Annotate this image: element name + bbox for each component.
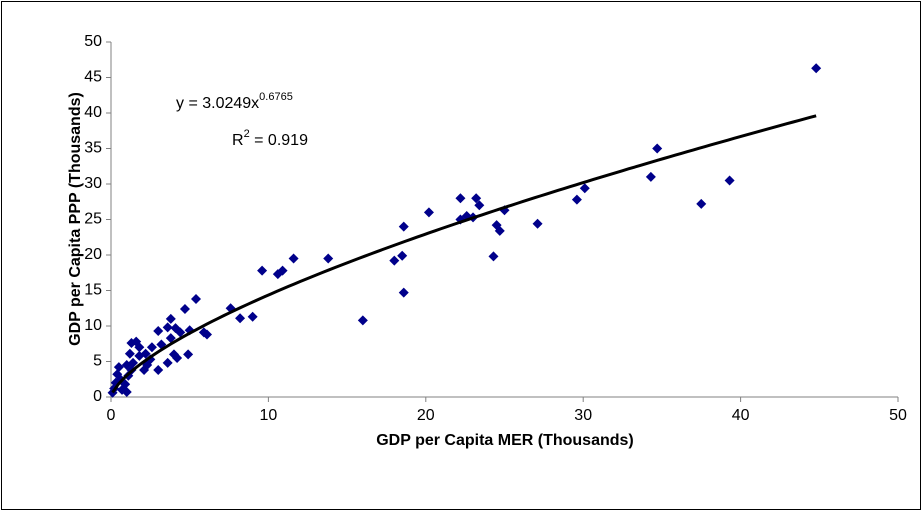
y-tick-label: 25 (84, 211, 102, 228)
point (471, 193, 482, 204)
y-tick-label: 15 (84, 282, 102, 299)
point (579, 183, 590, 194)
point (488, 251, 499, 262)
equation-text: y = 3.0249x (176, 95, 259, 112)
x-tick-label: 20 (417, 407, 435, 424)
trendline (111, 114, 817, 394)
point (257, 265, 268, 276)
point (183, 349, 194, 360)
y-tick-label: 5 (93, 353, 102, 370)
r2-base: R (232, 132, 244, 149)
point (397, 250, 408, 261)
point (398, 221, 409, 232)
point (474, 200, 485, 211)
point (153, 325, 164, 336)
trend-equation: y = 3.0249x0.6765 (176, 91, 293, 112)
point (724, 175, 735, 186)
y-tick-label: 50 (84, 33, 102, 50)
point (235, 313, 246, 324)
point (491, 220, 502, 231)
point (532, 218, 543, 229)
point (357, 315, 368, 326)
point (190, 294, 201, 305)
point (112, 369, 123, 380)
point (645, 171, 656, 182)
y-tick-label: 30 (84, 175, 102, 192)
point (113, 362, 124, 373)
point (455, 193, 466, 204)
point (247, 311, 258, 322)
point (121, 360, 132, 371)
point (323, 253, 334, 264)
point (423, 207, 434, 218)
point (696, 198, 707, 209)
point (165, 313, 176, 324)
point (398, 287, 409, 298)
point (172, 352, 183, 363)
y-tick-label: 20 (84, 246, 102, 263)
x-tick-label: 50 (889, 407, 907, 424)
equation-exponent: 0.6765 (259, 91, 293, 103)
point (170, 323, 181, 334)
point (162, 322, 173, 333)
point (571, 194, 582, 205)
y-axis-title: GDP per Capita PPP (Thousands) (67, 92, 84, 346)
r-squared: R2 = 0.919 (232, 128, 308, 149)
x-tick-label: 0 (107, 407, 116, 424)
r2-value: = 0.919 (250, 132, 308, 149)
point (162, 357, 173, 368)
point (165, 333, 176, 344)
point (146, 342, 157, 353)
point (288, 253, 299, 264)
point (124, 348, 135, 359)
point (134, 350, 145, 361)
y-tick-label: 40 (84, 104, 102, 121)
point (389, 255, 400, 266)
point (126, 338, 137, 349)
x-tick-label: 10 (260, 407, 278, 424)
x-axis-title: GDP per Capita MER (Thousands) (376, 432, 634, 449)
point (134, 342, 145, 353)
point (272, 269, 283, 280)
x-tick-label: 30 (574, 407, 592, 424)
point (179, 303, 190, 314)
point (198, 327, 209, 338)
y-tick-label: 10 (84, 317, 102, 334)
point (652, 143, 663, 154)
r2-sup: 2 (244, 128, 250, 140)
y-tick-label: 35 (84, 140, 102, 157)
point (811, 63, 822, 74)
point (153, 365, 164, 376)
y-tick-label: 45 (84, 69, 102, 86)
y-tick-label: 0 (93, 388, 102, 405)
x-tick-label: 40 (732, 407, 750, 424)
point (117, 384, 128, 395)
point (128, 357, 139, 368)
